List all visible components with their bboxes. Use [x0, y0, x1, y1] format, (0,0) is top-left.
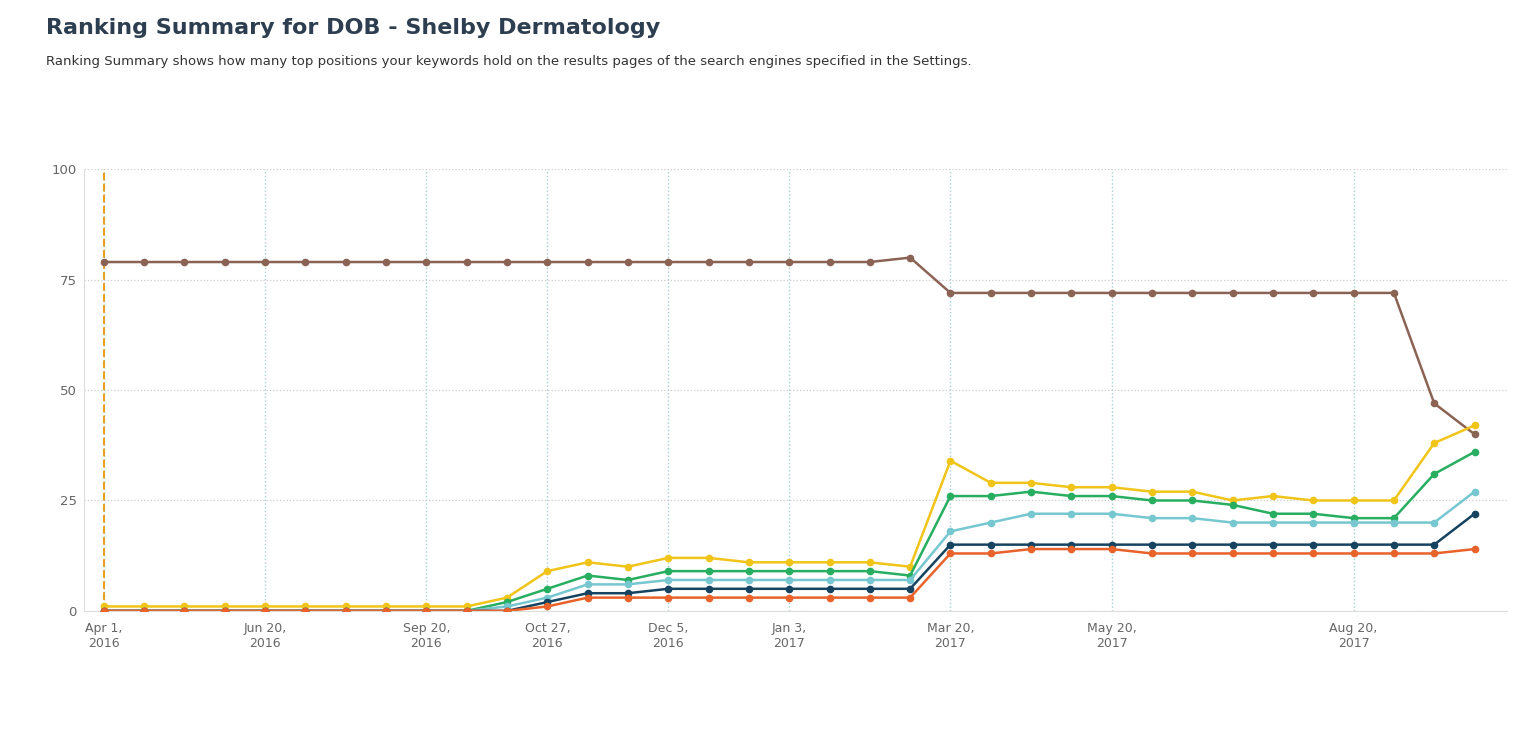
- Text: Ranking Summary for DOB - Shelby Dermatology: Ranking Summary for DOB - Shelby Dermato…: [46, 18, 661, 38]
- Text: Ranking Summary shows how many top positions your keywords hold on the results p: Ranking Summary shows how many top posit…: [46, 55, 971, 68]
